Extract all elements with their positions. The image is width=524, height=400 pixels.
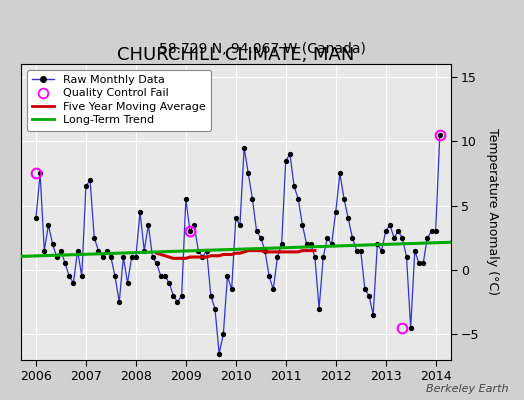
Title: CHURCHILL CLIMATE, MAN: CHURCHILL CLIMATE, MAN (117, 46, 355, 64)
Text: Berkeley Earth: Berkeley Earth (426, 384, 508, 394)
Y-axis label: Temperature Anomaly (°C): Temperature Anomaly (°C) (486, 128, 499, 296)
Text: 58.729 N, 94.067 W (Canada): 58.729 N, 94.067 W (Canada) (159, 42, 365, 56)
Legend: Raw Monthly Data, Quality Control Fail, Five Year Moving Average, Long-Term Tren: Raw Monthly Data, Quality Control Fail, … (27, 70, 212, 131)
